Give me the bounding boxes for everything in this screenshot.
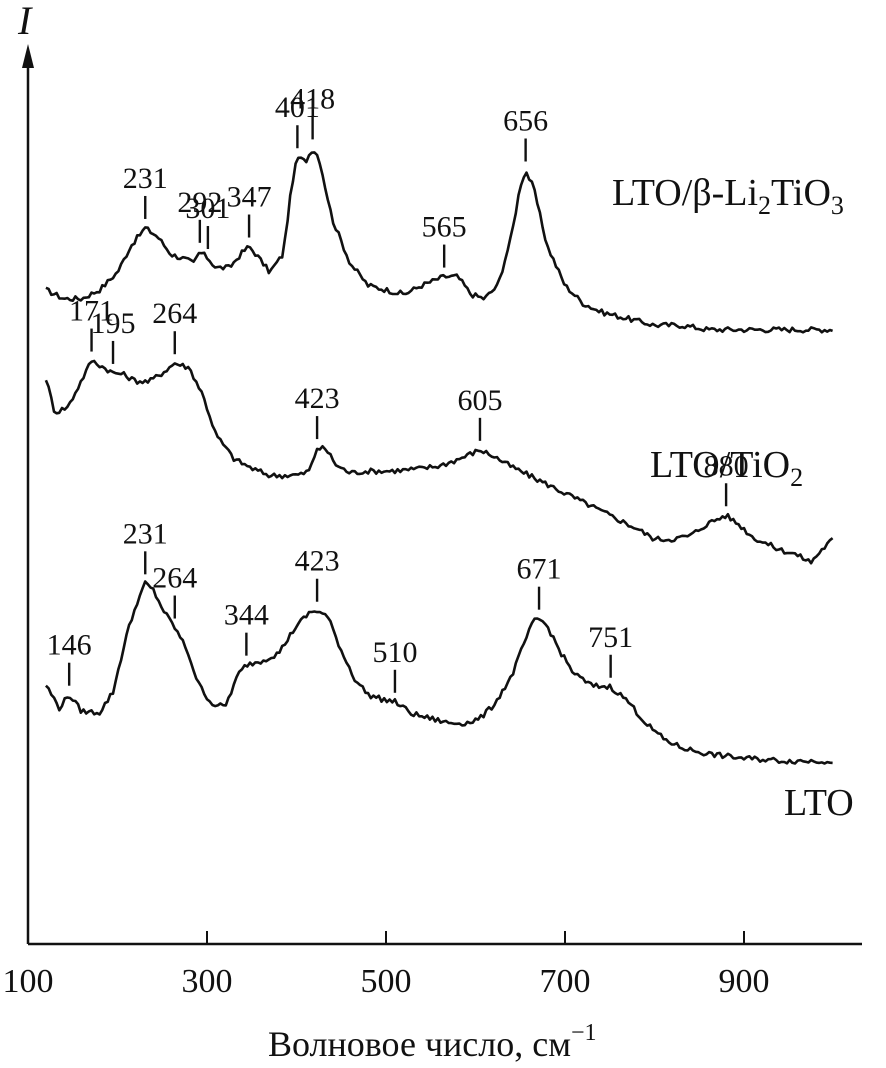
peak-label-lto-264: 264 xyxy=(152,562,197,595)
x-axis-label-exponent: −1 xyxy=(571,1020,597,1046)
peak-label-lto-beta-li2tio3-656: 656 xyxy=(503,105,548,138)
series-lto: 146 231 264 344 423 510 671 751 LTO xyxy=(44,517,854,824)
series-label-lto: LTO xyxy=(784,782,854,824)
peak-label-lto-146: 146 xyxy=(47,629,92,662)
peak-label-lto-beta-li2tio3-292: 292 xyxy=(177,186,222,219)
series-label-lto-beta-li2tio3: LTO/β-Li2TiO3 xyxy=(612,172,844,220)
series-line-lto-tio2 xyxy=(44,359,834,565)
peak-label-lto-beta-li2tio3-231: 231 xyxy=(123,162,168,195)
peak-label-lto-231: 231 xyxy=(123,517,168,550)
x-tick-label-100: 100 xyxy=(3,963,54,1000)
x-tick-label-500: 500 xyxy=(361,963,412,1000)
x-axis-label: Волновое число, см−1 xyxy=(268,1020,597,1064)
series-line-lto-beta-li2tio3 xyxy=(45,151,834,334)
x-tick-label-700: 700 xyxy=(540,963,591,1000)
peak-label-lto-751: 751 xyxy=(588,621,633,654)
peak-label-lto-423: 423 xyxy=(295,545,340,578)
peak-label-lto-beta-li2tio3-418: 418 xyxy=(290,82,335,115)
x-tick-label-300: 300 xyxy=(182,963,233,1000)
peak-label-lto-tio2-195: 195 xyxy=(91,307,136,340)
peak-label-lto-tio2-171: 171 xyxy=(69,295,114,328)
y-axis-arrow-icon xyxy=(22,44,34,68)
x-axis-label-text: Волновое число, см xyxy=(268,1024,571,1064)
peak-label-lto-beta-li2tio3-565: 565 xyxy=(422,211,467,244)
series-line-lto xyxy=(44,580,833,765)
peak-label-lto-tio2-264: 264 xyxy=(152,297,197,330)
peak-label-lto-344: 344 xyxy=(224,599,269,632)
y-axis-label: I xyxy=(17,0,33,43)
x-ticks: 100 300 500 700 900 xyxy=(3,931,770,1000)
peak-label-lto-beta-li2tio3-301: 301 xyxy=(185,192,230,225)
x-tick-label-900: 900 xyxy=(719,963,770,1000)
peak-label-lto-beta-li2tio3-347: 347 xyxy=(227,181,272,214)
peak-label-lto-671: 671 xyxy=(517,553,562,586)
peak-label-lto-tio2-605: 605 xyxy=(457,384,502,417)
peak-label-lto-510: 510 xyxy=(372,636,417,669)
peak-label-lto-tio2-423: 423 xyxy=(295,382,340,415)
series-layer: 231292301347401418565656LTO/β-Li2TiO3171… xyxy=(44,82,854,824)
series-label-lto-tio2: LTO/TiO2 xyxy=(650,444,803,492)
peak-label-lto-tio2-880: 880 xyxy=(704,449,749,482)
